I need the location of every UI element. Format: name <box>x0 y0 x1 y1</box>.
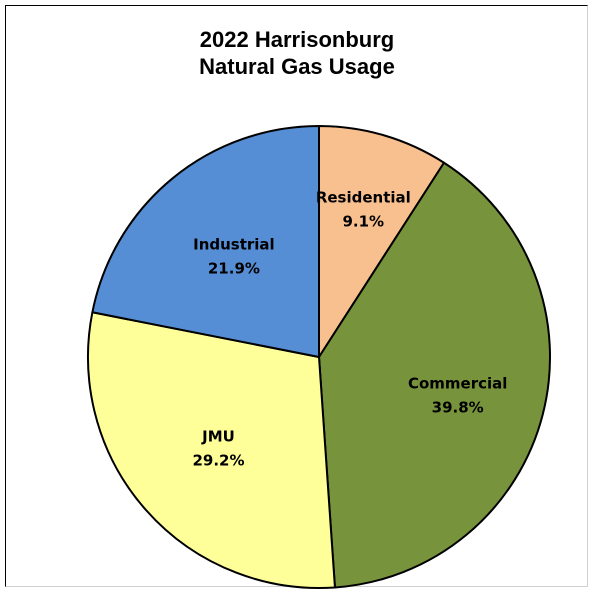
slice-percent-residential: 9.1% <box>342 212 384 230</box>
slice-percent-industrial: 21.9% <box>208 260 260 278</box>
slice-percent-commercial: 39.8% <box>432 399 484 417</box>
slice-percent-jmu: 29.2% <box>192 452 244 470</box>
slice-label-commercial: Commercial 39.8% <box>408 375 507 417</box>
pie-slice-industrial <box>91 125 320 358</box>
pie-slice-residential <box>318 125 445 358</box>
slice-label-industrial: Industrial 21.9% <box>193 236 275 278</box>
chart-title-line-2: Natural Gas Usage <box>199 54 395 79</box>
pie-slice-jmu <box>87 311 336 589</box>
slice-category-industrial: Industrial <box>193 236 275 254</box>
slice-label-jmu: JMU 29.2% <box>192 428 244 470</box>
chart-title: 2022 Harrisonburg Natural Gas Usage <box>0 26 594 80</box>
pie-slices <box>87 125 551 589</box>
slice-category-jmu: JMU <box>201 428 235 446</box>
pie-slice-commercial <box>318 161 551 589</box>
pie-labels: Residential 9.1% Commercial 39.8% JMU 29.2% In… <box>192 188 507 469</box>
slice-category-residential: Residential <box>316 188 411 206</box>
slice-category-commercial: Commercial <box>408 375 507 393</box>
chart-title-line-1: 2022 Harrisonburg <box>199 27 395 52</box>
slice-label-residential: Residential 9.1% <box>316 188 411 230</box>
